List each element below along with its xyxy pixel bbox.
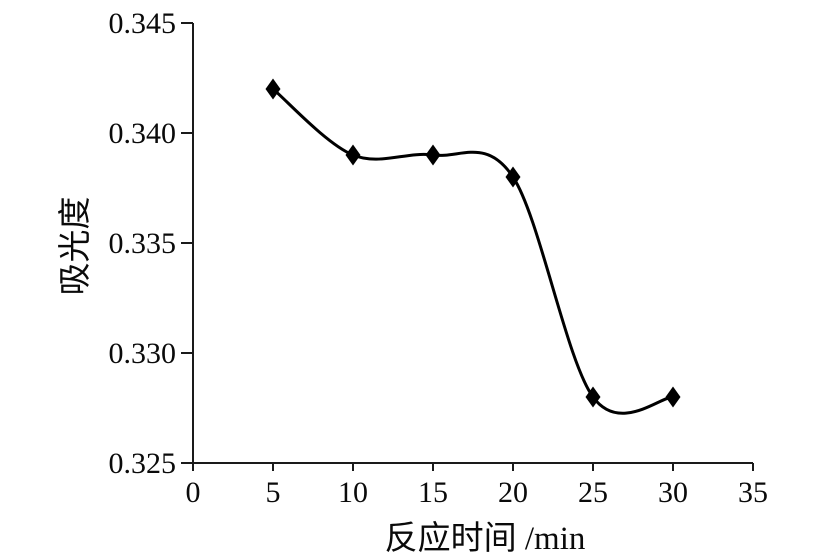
- data-point-marker: [665, 386, 681, 408]
- y-tick-label: 0.345: [109, 7, 177, 40]
- data-point-marker: [345, 144, 361, 166]
- x-axis-title: 反应时间 /min: [385, 520, 586, 557]
- x-tick-label: 0: [186, 476, 201, 509]
- data-point-marker: [425, 144, 441, 166]
- data-point-marker: [505, 166, 521, 188]
- x-tick-label: 10: [338, 476, 368, 509]
- x-tick-label: 35: [738, 476, 768, 509]
- y-tick-label: 0.325: [109, 447, 177, 480]
- data-series-curve: [271, 87, 675, 415]
- data-point-marker: [585, 386, 601, 408]
- data-point-marker: [265, 78, 281, 100]
- y-tick-label: 0.335: [109, 227, 177, 260]
- plot-area: 0 5 10 15 20 25 30 35 0.325 0.330 0.335 0.340 0.345: [109, 7, 769, 509]
- y-tick-label: 0.340: [109, 117, 177, 150]
- x-tick-label: 5: [266, 476, 281, 509]
- x-tick-label: 15: [418, 476, 448, 509]
- y-axis-title: 吸光度: [57, 197, 94, 296]
- x-tick-label: 30: [658, 476, 688, 509]
- x-tick-label: 25: [578, 476, 608, 509]
- x-tick-label: 20: [498, 476, 528, 509]
- y-tick-label: 0.330: [109, 337, 177, 370]
